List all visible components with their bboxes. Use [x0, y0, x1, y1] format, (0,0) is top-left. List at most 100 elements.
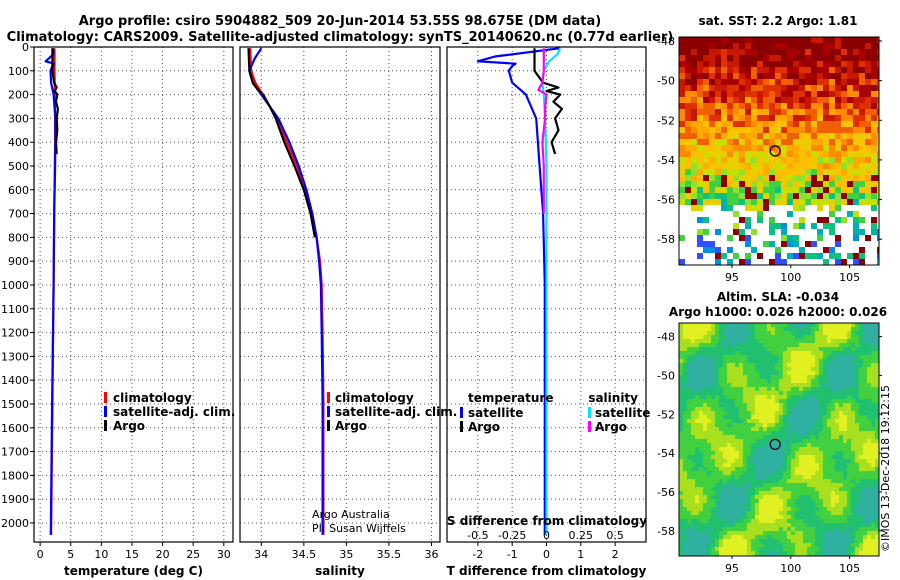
sla-lat-label: -56 [657, 486, 675, 499]
sla-lat-label: -54 [657, 447, 675, 460]
sst-argo-marker [769, 145, 781, 157]
depth-tick-label: 1900 [1, 493, 29, 506]
difference-xlabel: T difference from climatology [447, 564, 647, 578]
sal-legend-label: satellite-adj. clim. [335, 405, 457, 419]
depth-tick-label: 800 [8, 231, 29, 244]
sst-lon-label: 100 [780, 271, 801, 284]
salinity-grid [240, 46, 440, 542]
sla-lat-label: -50 [657, 369, 675, 382]
temperature-series-argo [51, 48, 60, 155]
temperature-xtick-label: 30 [217, 548, 231, 561]
difference-xtick-label: 0 [543, 548, 550, 561]
temperature-panel: 0 5 10 15 20 25 30 temperature (deg C) 0 100 200 30… [1, 41, 235, 578]
difference-series-salinity-satellite [541, 47, 562, 535]
difference-series-temperature-satellite [476, 47, 561, 535]
diff-legend-sal-label: satellite [595, 406, 650, 420]
temperature-xtick-label: 10 [94, 548, 108, 561]
figure-title-line1: Argo profile: csiro 5904882_509 20-Jun-2… [79, 14, 601, 29]
depth-tick-label: 300 [8, 112, 29, 125]
temp-legend-swatch [104, 420, 107, 431]
depth-tick-label: 1600 [1, 422, 29, 435]
sla-map-frame [678, 322, 880, 557]
depth-tick-label: 1300 [1, 350, 29, 363]
sla-lon-label: 105 [839, 562, 860, 575]
diff-legend-sal-title: salinity [588, 391, 638, 405]
sla-lon-label: 100 [780, 562, 801, 575]
salinity-xtick-label: 35.5 [377, 548, 402, 561]
diff-legend-temp-swatch [460, 407, 463, 418]
depth-tick-label: 1100 [1, 303, 29, 316]
difference-series-salinity-argo [537, 48, 548, 214]
difference-xtick-label: 1 [577, 548, 584, 561]
diff-top-xtick-label: -0.25 [498, 529, 526, 542]
sal-legend-label: Argo [335, 419, 367, 433]
diff-top-xtick-label: 0 [543, 529, 550, 542]
diff-top-xtick-label: 0.5 [606, 529, 624, 542]
depth-tick-label: 1200 [1, 327, 29, 340]
depth-tick-label: 600 [8, 184, 29, 197]
salinity-panel: 34 34.5 35 35.5 36 salinity climatologysatelli… [239, 46, 457, 578]
temp-legend-label: satellite-adj. clim. [113, 405, 235, 419]
depth-tick-label: 1000 [1, 279, 29, 292]
salinity-xtick-label: 34 [254, 548, 268, 561]
temperature-frame [33, 46, 234, 543]
temp-legend-swatch [104, 406, 107, 417]
temperature-xtick-label: 0 [37, 548, 44, 561]
salinity-series-argo [247, 48, 316, 238]
sst-lat-label: -50 [657, 75, 675, 88]
depth-tick-label: 1700 [1, 446, 29, 459]
depth-tick-label: 100 [8, 65, 29, 78]
credit-line2: PI: Susan Wijffels [312, 522, 406, 535]
depth-tick-label: 500 [8, 160, 29, 173]
salinity-xtick-label: 34.5 [292, 548, 317, 561]
salinity-frame [239, 46, 441, 543]
diff-top-xlabel: S difference from climatology [447, 514, 647, 528]
depth-tick-label: 2000 [1, 517, 29, 530]
temp-legend-label: climatology [113, 391, 192, 405]
sst-lat-label: -54 [657, 154, 675, 167]
diff-legend-sal-swatch [588, 421, 591, 432]
figure-title-line2: Climatology: CARS2009. Satellite-adjuste… [7, 30, 674, 45]
depth-tick-label: 200 [8, 89, 29, 102]
depth-tick-label: 400 [8, 136, 29, 149]
sla-lat-label: -48 [657, 331, 675, 344]
credit-line1: Argo Australia [312, 508, 390, 521]
sst-lat-label: -56 [657, 194, 675, 207]
diff-legend-temp-label: satellite [468, 406, 523, 420]
difference-panel: -2 -1 0 1 2 T difference from climatology S di… [446, 46, 650, 578]
sla-lat-label: -52 [657, 408, 675, 421]
imos-watermark: ©IMOS 13-Dec-2018 19:12:15 [879, 385, 892, 552]
sla-map-cells [679, 323, 879, 556]
salinity-xtick-label: 35 [339, 548, 353, 561]
sst-map-frame [678, 36, 880, 266]
sal-legend-swatch [327, 392, 330, 403]
diff-legend-temp-label: Argo [468, 420, 500, 434]
sla-argo-marker [769, 438, 781, 450]
salinity-xtick-label: 36 [424, 548, 438, 561]
diff-legend-sal-label: Argo [595, 420, 627, 434]
sst-map-title: sat. SST: 2.2 Argo: 1.81 [698, 14, 857, 28]
temp-legend-swatch [104, 392, 107, 403]
temperature-xtick-label: 20 [156, 548, 170, 561]
temperature-xlabel: temperature (deg C) [64, 564, 203, 578]
difference-xtick-label: -2 [472, 548, 483, 561]
sal-legend-label: climatology [335, 391, 414, 405]
depth-tick-label: 1400 [1, 374, 29, 387]
sst-lat-label: -48 [657, 35, 675, 48]
sst-lat-label: -58 [657, 233, 675, 246]
sal-legend-swatch [327, 406, 330, 417]
diff-legend-sal-swatch [588, 407, 591, 418]
sla-lat-label: -58 [657, 525, 675, 538]
depth-tick-label: 700 [8, 208, 29, 221]
sst-map-panel: sat. SST: 2.2 Argo: 1.81 -48 -50 -52 -54 -56 -… [657, 14, 882, 284]
sal-legend-swatch [327, 420, 330, 431]
sla-map-subtitle: Argo h1000: 0.026 h2000: 0.026 [669, 305, 887, 319]
sla-lon-label: 95 [725, 562, 739, 575]
sst-map-cells [679, 37, 879, 265]
temperature-xtick-label: 15 [125, 548, 139, 561]
temperature-xtick-label: 25 [186, 548, 200, 561]
depth-tick-label: 1800 [1, 469, 29, 482]
diff-top-xtick-label: 0.25 [569, 529, 594, 542]
